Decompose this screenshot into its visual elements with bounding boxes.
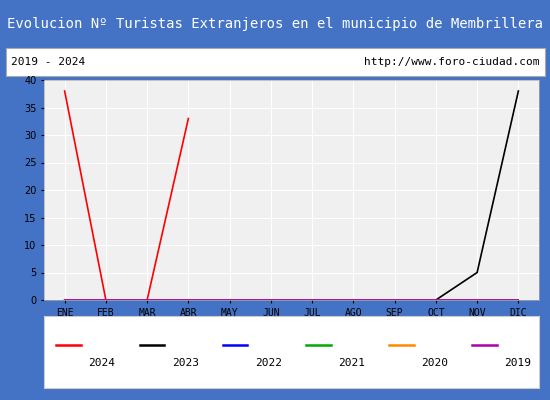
Text: 2019: 2019 [504, 358, 531, 368]
Text: 2020: 2020 [421, 358, 448, 368]
Text: 2019 - 2024: 2019 - 2024 [11, 57, 85, 67]
Text: Evolucion Nº Turistas Extranjeros en el municipio de Membrillera: Evolucion Nº Turistas Extranjeros en el … [7, 17, 543, 31]
Text: 2021: 2021 [338, 358, 365, 368]
Text: 2023: 2023 [172, 358, 199, 368]
Text: 2024: 2024 [89, 358, 115, 368]
Text: 2022: 2022 [255, 358, 282, 368]
Text: http://www.foro-ciudad.com: http://www.foro-ciudad.com [364, 57, 539, 67]
